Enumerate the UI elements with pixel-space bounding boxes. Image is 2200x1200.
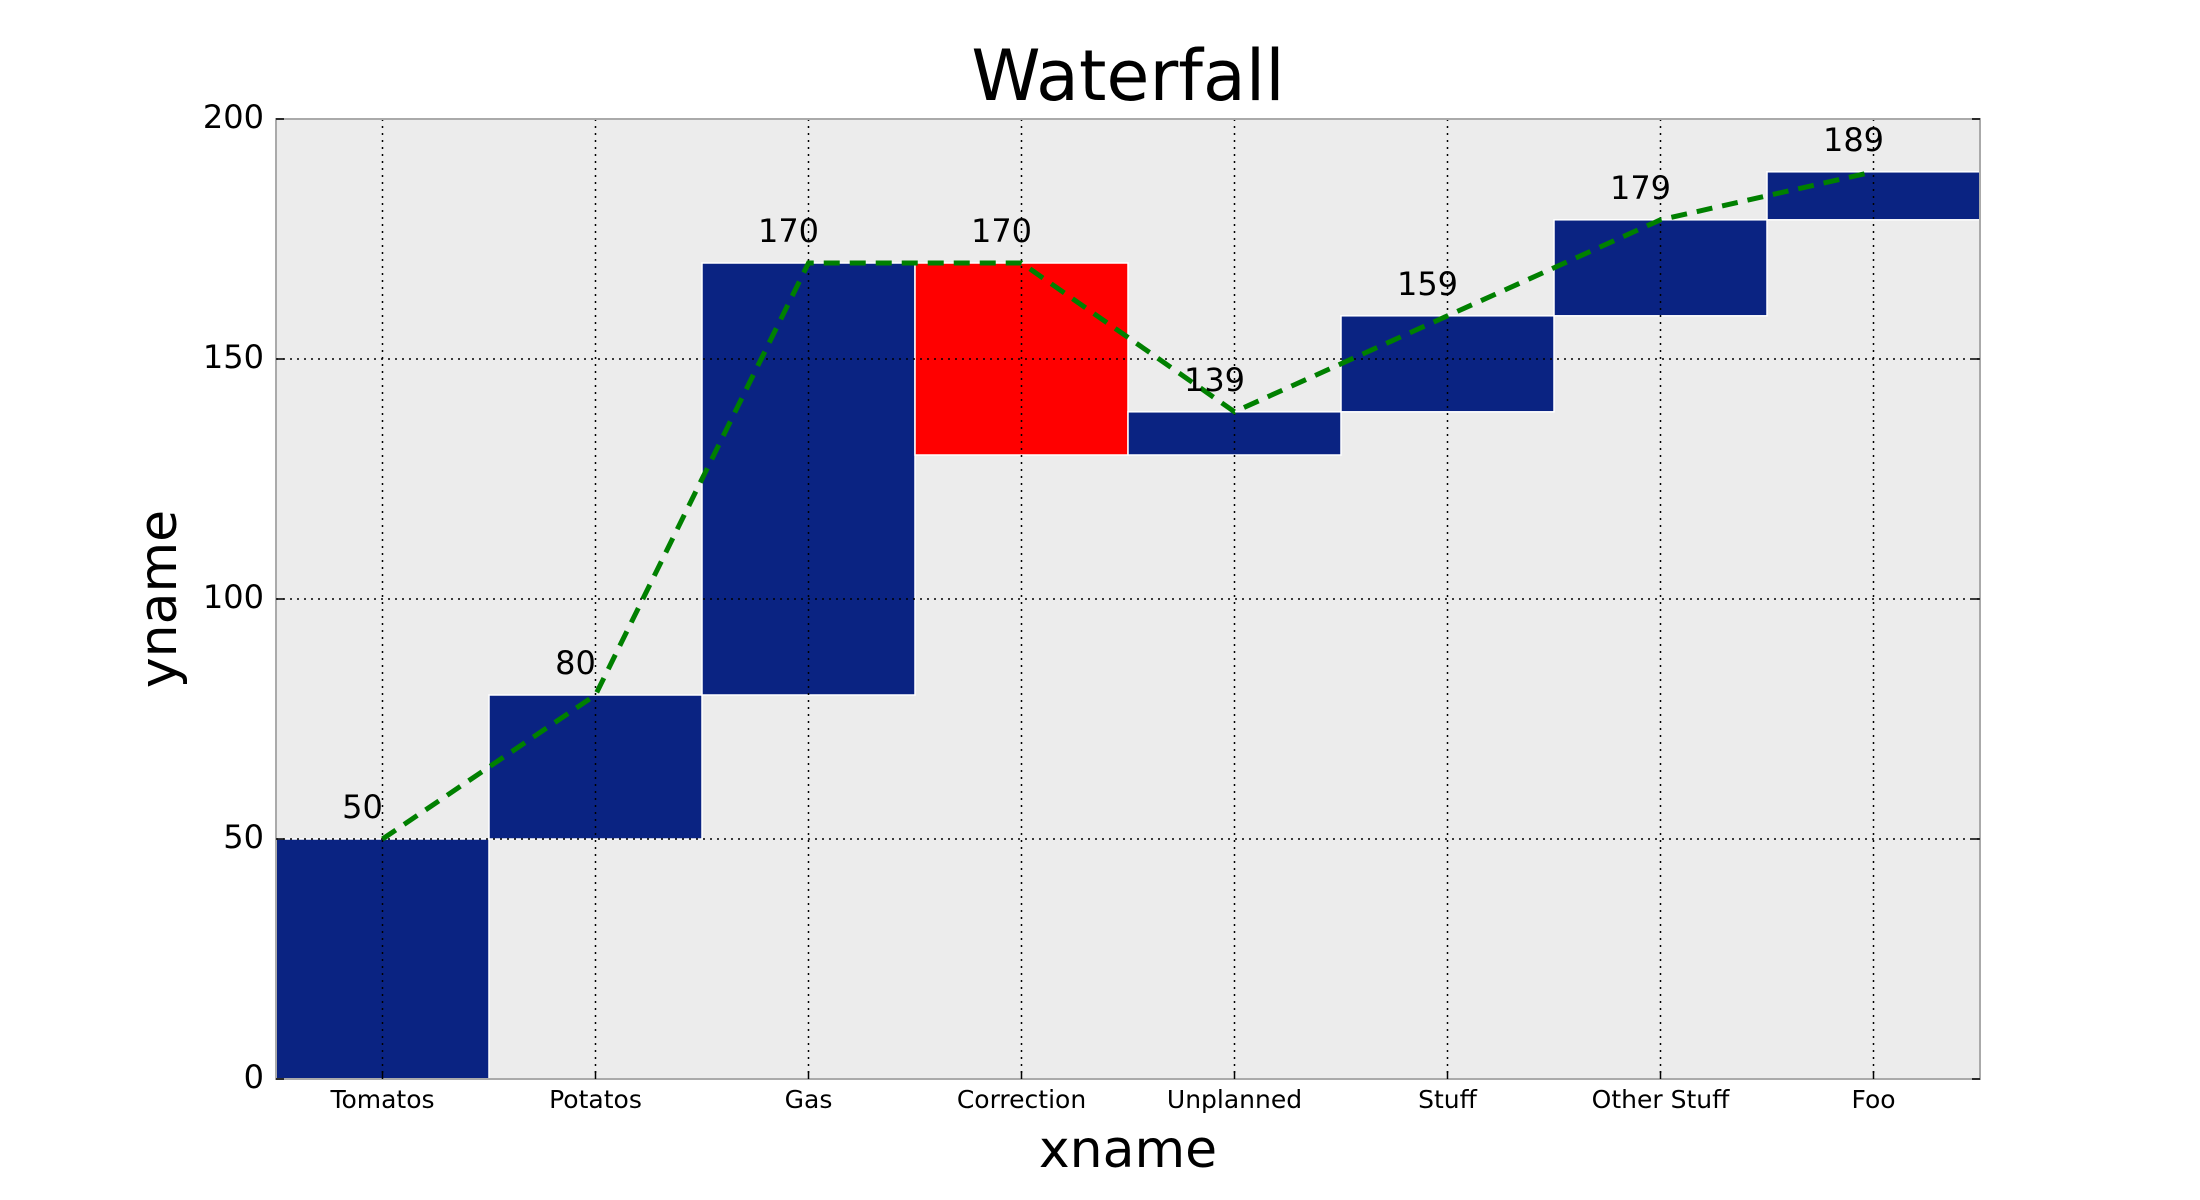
x-tick-label: Unplanned — [1167, 1085, 1302, 1114]
x-tick-label: Potatos — [549, 1085, 642, 1114]
total-line — [381, 169, 1875, 842]
x-tick-label: Gas — [785, 1085, 833, 1114]
y-tick-label: 50 — [223, 818, 264, 856]
bar — [1340, 315, 1555, 413]
x-tick-label: Foo — [1851, 1085, 1895, 1114]
y-tick-label: 200 — [203, 98, 264, 136]
data-label: 170 — [758, 212, 819, 250]
y-tick-label: 150 — [203, 338, 264, 376]
y-axis-label: yname — [129, 510, 189, 688]
chart-title: Waterfall — [971, 35, 1284, 117]
x-tick-label: Other Stuff — [1592, 1085, 1730, 1114]
data-label: 189 — [1823, 121, 1884, 159]
x-tick-label: Tomatos — [329, 1085, 434, 1114]
data-label: 179 — [1610, 169, 1671, 207]
x-tick-label: Correction — [957, 1085, 1086, 1114]
data-label: 170 — [971, 212, 1032, 250]
data-label: 139 — [1184, 361, 1245, 399]
bar — [1766, 171, 1981, 221]
bar — [488, 694, 703, 840]
data-label: 159 — [1397, 265, 1458, 303]
y-tick-label: 0 — [244, 1058, 264, 1096]
x-axis-label: xname — [1039, 1120, 1217, 1180]
y-tick-label: 100 — [203, 578, 264, 616]
x-tick-label: Stuff — [1418, 1085, 1478, 1114]
data-label: 50 — [342, 788, 383, 826]
data-label: 80 — [555, 644, 596, 682]
